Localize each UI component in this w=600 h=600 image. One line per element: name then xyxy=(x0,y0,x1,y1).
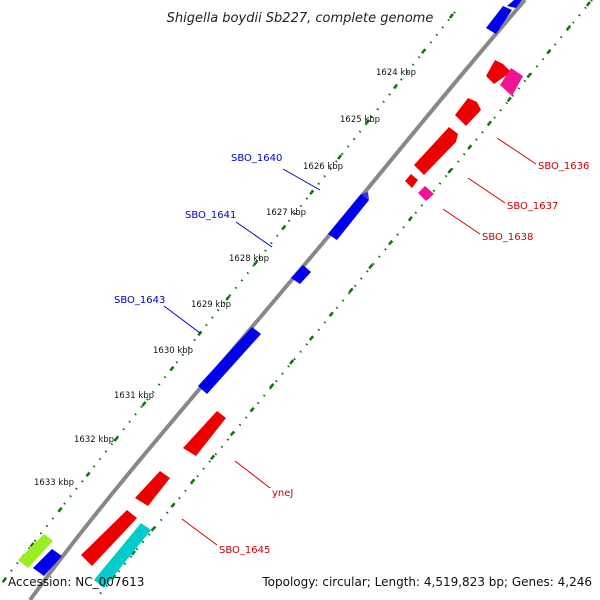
gene-arrow-sbo1638 xyxy=(418,186,434,201)
leader-line xyxy=(496,137,537,165)
gene-arrow xyxy=(33,549,62,576)
gene-arrow xyxy=(135,471,170,506)
accession-text: Accession: NC_007613 xyxy=(8,575,144,589)
tick-label: 1627 kbp xyxy=(266,208,306,218)
gene-arrow-sbo1641 xyxy=(291,265,311,284)
gene-label-sbo1638: SBO_1638 xyxy=(482,232,533,243)
reverse-gene-labels: SBO_1636 SBO_1637 SBO_1638 yneJ SBO_1645 xyxy=(181,137,589,556)
tick-label: 1630 kbp xyxy=(153,346,193,356)
tick-label: 1626 kbp xyxy=(303,162,343,172)
reverse-genes xyxy=(81,60,523,588)
gene-arrow-sbo1640 xyxy=(328,194,369,240)
gene-arrow-sbo1636 xyxy=(414,127,458,175)
gene-arrow-sbo1645 xyxy=(81,510,137,566)
gene-label-sbo1640: SBO_1640 xyxy=(231,153,282,164)
gene-arrow xyxy=(455,98,481,126)
tick-label: 1633 kbp xyxy=(34,478,74,488)
outer-tick-ring xyxy=(0,11,456,586)
gene-arrow xyxy=(486,6,512,34)
gene-label-sbo1645: SBO_1645 xyxy=(219,545,270,556)
inner-dotted-line xyxy=(94,0,593,600)
outer-major-ticks xyxy=(0,13,455,584)
leader-line xyxy=(181,518,218,546)
gene-label-ynej: yneJ xyxy=(272,488,293,499)
gene-arrow xyxy=(486,60,511,84)
gene-arrow-pink xyxy=(500,68,523,96)
tick-label: 1625 kbp xyxy=(340,115,380,125)
forward-gene-labels: SBO_1640 SBO_1641 SBO_1643 xyxy=(114,153,321,334)
gene-label-sbo1643: SBO_1643 xyxy=(114,295,165,306)
leader-line xyxy=(467,177,506,204)
leader-line xyxy=(234,460,271,489)
leader-line xyxy=(235,221,273,248)
forward-genes xyxy=(18,0,522,576)
genome-backbone xyxy=(28,0,527,600)
gene-arrow-sbo1643 xyxy=(198,327,261,394)
leader-line xyxy=(282,168,321,191)
gene-arrow-ynej xyxy=(183,411,226,456)
tick-label: 1628 kbp xyxy=(229,254,269,264)
tick-label: 1624 kbp xyxy=(376,68,416,78)
tick-label: 1631 kbp xyxy=(114,391,154,401)
gene-label-sbo1641: SBO_1641 xyxy=(185,210,236,221)
gene-label-sbo1636: SBO_1636 xyxy=(538,161,589,172)
gene-label-sbo1637: SBO_1637 xyxy=(507,201,558,212)
gene-arrow-cyan xyxy=(94,523,151,588)
map-title: Shigella boydii Sb227, complete genome xyxy=(167,11,434,26)
gene-arrow-lime xyxy=(18,534,53,568)
topology-text: Topology: circular; Length: 4,519,823 bp… xyxy=(261,575,592,589)
leader-line xyxy=(442,208,481,235)
tick-label: 1629 kbp xyxy=(191,300,231,310)
inner-tick-ring xyxy=(94,0,593,600)
gene-arrow xyxy=(507,0,522,8)
kbp-labels: 1624 kbp 1625 kbp 1626 kbp 1627 kbp 1628… xyxy=(34,68,416,488)
gene-arrow-sbo1637 xyxy=(405,174,418,188)
leader-line xyxy=(163,305,201,334)
tick-label: 1632 kbp xyxy=(74,435,114,445)
